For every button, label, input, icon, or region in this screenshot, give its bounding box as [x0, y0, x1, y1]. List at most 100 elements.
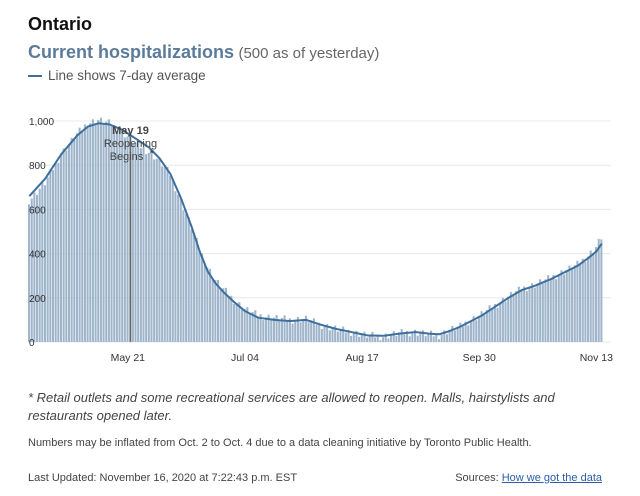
bar [533, 287, 536, 342]
bar [134, 142, 137, 342]
bar [342, 326, 345, 342]
bar [169, 175, 172, 342]
bar [581, 258, 584, 342]
bar [544, 279, 547, 342]
bar [65, 150, 68, 342]
annotation-text-line1: Reopening [104, 138, 157, 150]
bar [408, 336, 411, 342]
bar [296, 317, 299, 342]
bar [520, 290, 523, 342]
bar [358, 336, 361, 342]
bar [211, 278, 214, 342]
bar [531, 283, 534, 342]
bar [390, 334, 393, 342]
bar [243, 308, 246, 342]
bar [248, 313, 252, 342]
bar [251, 312, 254, 342]
bar [179, 198, 182, 342]
bar [374, 337, 377, 342]
bar [227, 296, 230, 342]
bar [86, 127, 89, 343]
bar [123, 137, 126, 342]
bar [429, 330, 433, 342]
bar [320, 328, 323, 342]
bar [126, 136, 129, 342]
bar [587, 256, 590, 342]
bar [262, 320, 265, 342]
bar [57, 162, 60, 342]
bar [254, 310, 257, 342]
sources-label: Sources: [455, 472, 499, 484]
bar [153, 159, 156, 342]
bar [451, 325, 454, 342]
bar [363, 331, 366, 342]
bar [440, 334, 443, 342]
bar [246, 307, 249, 342]
bar [102, 123, 105, 342]
bar [509, 292, 512, 342]
bar [272, 317, 275, 342]
bar [573, 265, 576, 342]
bar [395, 336, 398, 342]
bar [504, 301, 507, 342]
bar [379, 340, 382, 342]
y-tick-label: 200 [29, 294, 46, 305]
bar [557, 274, 560, 342]
bar [286, 321, 289, 342]
bar [477, 315, 480, 342]
bar [339, 329, 342, 342]
bar [30, 198, 33, 342]
bar [515, 291, 518, 342]
bar [310, 320, 313, 342]
bar [352, 333, 355, 342]
footnote: * Retail outlets and some recreational s… [28, 390, 555, 423]
bar [131, 143, 134, 342]
bar [264, 317, 267, 342]
sources: Sources: How we got the data [455, 472, 602, 484]
annotation-text-line2: Begins [110, 151, 144, 163]
chart-title-row: Current hospitalizations (500 as of yest… [28, 42, 379, 63]
bar [201, 253, 204, 342]
bar [419, 332, 422, 342]
bar [461, 326, 464, 342]
bar [158, 157, 161, 342]
bar [54, 162, 57, 342]
y-tick-label: 800 [29, 161, 46, 172]
bar [491, 308, 494, 342]
bar [512, 295, 515, 342]
bar [536, 283, 539, 342]
bar [315, 324, 318, 342]
bar [224, 287, 228, 342]
bar [579, 264, 582, 342]
sources-link[interactable]: How we got the data [501, 472, 602, 484]
bar [459, 322, 462, 342]
bar [549, 279, 552, 342]
bar [73, 139, 76, 342]
bar [475, 320, 478, 342]
bar [493, 304, 496, 342]
bar [355, 330, 358, 342]
bar [238, 302, 241, 342]
bar [70, 137, 73, 342]
bar [113, 125, 116, 342]
bar [283, 315, 286, 342]
bar [318, 322, 321, 342]
bar [256, 317, 259, 342]
bar [424, 336, 427, 342]
annotation-date: May 19 [112, 125, 149, 137]
bar [421, 330, 425, 342]
bar [485, 310, 488, 342]
bar [453, 330, 456, 342]
bar [195, 237, 198, 342]
bar [416, 335, 419, 342]
bar [41, 182, 44, 342]
bar [177, 194, 180, 342]
bar [278, 320, 281, 342]
bar [214, 280, 217, 342]
bar [571, 269, 574, 342]
bar [115, 132, 118, 342]
bar [525, 291, 528, 342]
bar [448, 329, 451, 342]
bar [331, 328, 334, 342]
bar [161, 166, 164, 342]
